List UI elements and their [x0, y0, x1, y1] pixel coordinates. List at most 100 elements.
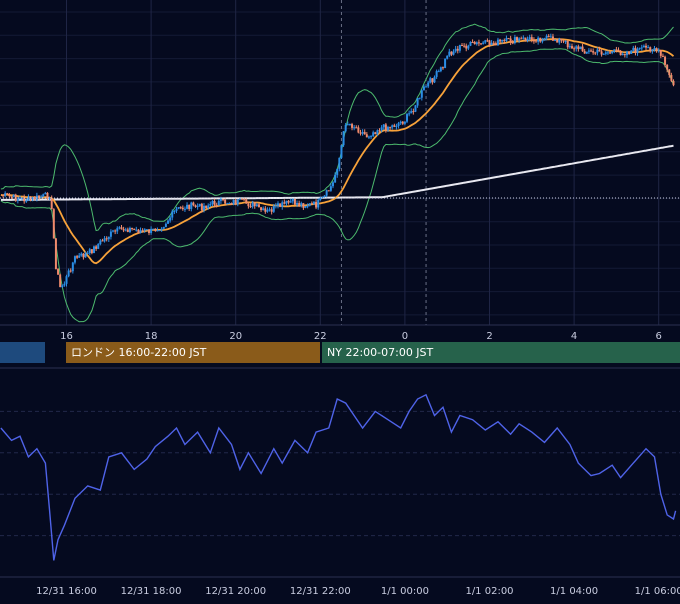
candle-body	[408, 113, 411, 115]
candle-body	[164, 223, 167, 228]
candle-body	[264, 208, 267, 212]
candle-body	[213, 200, 216, 205]
candle-body	[139, 230, 142, 233]
candle-body	[243, 199, 246, 201]
candle-body	[323, 195, 326, 197]
candle-body	[18, 197, 21, 199]
upper-tick-label: 16	[60, 331, 73, 342]
candle-body	[321, 196, 324, 198]
candle-body	[63, 283, 66, 286]
candle-body	[44, 192, 47, 195]
time-axis-lower: 12/31 16:00 12/31 18:00 12/31 20:00 12/31 2…	[0, 576, 680, 597]
candle-body	[8, 194, 11, 197]
candle-body	[562, 40, 565, 42]
lower-tick-label: 1/1 00:00	[381, 586, 429, 597]
candle-body	[353, 127, 356, 129]
candle-body	[471, 41, 474, 43]
candle-body	[524, 37, 527, 41]
time-axis-upper: 16 18 20 22 0 2 4 6	[0, 324, 680, 342]
candle-body	[344, 124, 347, 132]
candle-body	[152, 228, 155, 230]
candle-body	[414, 105, 417, 112]
candle-body	[617, 49, 620, 52]
candle-body	[101, 240, 104, 242]
candle-body	[488, 40, 491, 45]
oscillator-panel	[0, 393, 677, 561]
candle-body	[192, 202, 195, 206]
candle-body	[420, 90, 423, 98]
candle-body	[135, 229, 138, 231]
candle-body	[475, 42, 478, 45]
candle-body	[560, 38, 563, 41]
candle-body	[532, 39, 535, 42]
candle-body	[21, 197, 24, 199]
candle-body	[668, 69, 671, 76]
candle-body	[137, 229, 140, 233]
candle-body	[465, 45, 468, 49]
candle-body	[312, 201, 315, 204]
candle-body	[577, 46, 580, 50]
candle-body	[224, 199, 227, 204]
candle-body	[141, 230, 144, 232]
candle-body	[54, 238, 57, 270]
candle-body	[262, 208, 265, 211]
candle-body	[395, 126, 398, 128]
candle-body	[289, 201, 292, 203]
candle-body	[649, 47, 652, 52]
candle-body	[359, 132, 362, 134]
candle-body	[672, 80, 675, 86]
bollinger-lower	[0, 48, 674, 323]
candle-body	[169, 217, 172, 221]
candle-body	[463, 45, 466, 47]
candle-body	[623, 53, 626, 56]
candle-body	[226, 203, 229, 205]
candle-body	[219, 199, 222, 201]
candle-body	[372, 132, 375, 137]
candle-body	[266, 209, 269, 212]
candle-body	[42, 194, 45, 197]
lower-tick-label: 12/31 16:00	[36, 586, 97, 597]
candle-body	[537, 37, 540, 42]
candle-body	[606, 52, 609, 54]
candle-body	[281, 202, 284, 207]
candle-body	[325, 190, 328, 196]
candle-body	[99, 240, 102, 245]
candle-body	[351, 124, 354, 128]
candle-body	[386, 127, 389, 131]
candle-body	[638, 47, 641, 49]
candle-body	[162, 227, 165, 229]
candle-body	[570, 46, 573, 49]
candle-body	[300, 203, 303, 206]
candle-body	[499, 39, 502, 42]
candle-body	[653, 48, 656, 50]
candle-body	[513, 37, 516, 44]
candle-body	[238, 198, 241, 200]
candle-body	[374, 132, 377, 135]
candle-body	[547, 35, 550, 37]
candle-body	[600, 51, 603, 55]
candle-body	[619, 51, 622, 56]
candle-body	[361, 132, 364, 134]
candle-body	[581, 46, 584, 52]
candle-body	[296, 203, 299, 205]
candle-body	[659, 50, 662, 56]
candle-body	[285, 200, 288, 204]
candle-body	[346, 124, 349, 126]
candle-body	[128, 227, 131, 232]
candle-body	[27, 197, 30, 201]
candle-body	[283, 202, 286, 204]
candle-body	[539, 37, 542, 42]
upper-tick-label: 6	[656, 331, 662, 342]
candle-body	[670, 75, 673, 81]
candle-body	[446, 55, 449, 59]
candle-body	[338, 157, 341, 169]
candle-body	[596, 49, 599, 53]
candle-body	[50, 198, 53, 210]
candle-body	[109, 231, 112, 237]
candle-body	[628, 51, 631, 54]
candle-body	[556, 39, 559, 43]
candle-body	[173, 211, 176, 213]
candle-body	[150, 228, 153, 233]
